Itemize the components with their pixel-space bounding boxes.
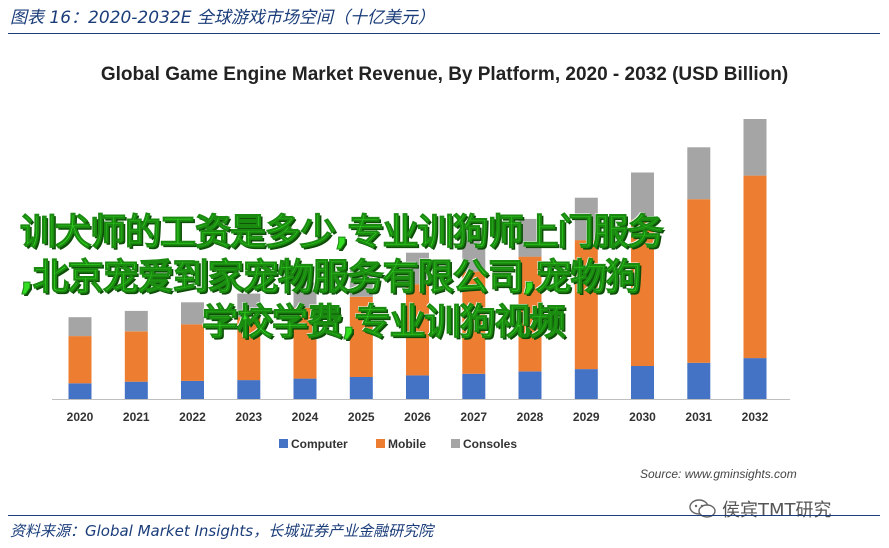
x-tick-label-2020: 2020 <box>67 410 94 424</box>
x-tick-label-2031: 2031 <box>685 410 712 424</box>
bar-mobile-2021 <box>124 331 148 382</box>
x-tick-label-2028: 2028 <box>517 410 544 424</box>
x-tick-label-2024: 2024 <box>292 410 319 424</box>
legend-swatch-consoles <box>451 439 460 448</box>
bar-computer-2029 <box>574 369 598 399</box>
footer-rule <box>8 515 880 516</box>
bar-computer-2032 <box>743 358 767 399</box>
legend-label-mobile: Mobile <box>388 437 426 451</box>
bar-consoles-2028 <box>518 218 542 257</box>
bar-mobile-2025 <box>349 296 373 377</box>
bar-computer-2024 <box>293 378 317 399</box>
bar-consoles-2032 <box>743 119 767 176</box>
watermark-text: 侯宾TMT研究 <box>722 500 832 521</box>
legend-label-consoles: Consoles <box>463 437 517 451</box>
legend-swatch-mobile <box>376 439 385 448</box>
chart-source: Source: www.gminsights.com <box>640 467 797 481</box>
bar-consoles-2029 <box>574 197 598 241</box>
bar-computer-2022 <box>181 380 204 399</box>
source-footer: 资料来源：Global Market Insights，长城证券产业金融研究院 <box>10 522 434 540</box>
bar-consoles-2030 <box>631 172 654 220</box>
bar-mobile-2026 <box>406 284 429 376</box>
bar-computer-2030 <box>631 366 654 399</box>
bar-consoles-2024 <box>293 282 317 308</box>
bar-mobile-2032 <box>743 175 767 359</box>
bar-mobile-2020 <box>68 336 92 384</box>
overlay-line-1: 训犬师的工资是多少,专业训狗师上门服务 <box>20 212 665 254</box>
bar-mobile-2023 <box>237 317 261 381</box>
bar-consoles-2027 <box>462 237 486 272</box>
bar-consoles-2022 <box>181 302 204 325</box>
bar-consoles-2031 <box>687 147 711 200</box>
watermark: 侯宾TMT研究 <box>684 496 836 522</box>
x-tick-label-2027: 2027 <box>460 410 487 424</box>
bar-computer-2023 <box>237 380 261 399</box>
x-tick-label-2026: 2026 <box>404 410 431 424</box>
bar-mobile-2030 <box>631 219 654 366</box>
bar-consoles-2020 <box>68 317 92 337</box>
overlay-text: 训犬师的工资是多少,专业训狗师上门服务 ,北京宠爱到家宠物服务有限公司,宠物狗 … <box>20 210 870 345</box>
bar-computer-2028 <box>518 371 542 399</box>
bar-consoles-2025 <box>349 268 373 297</box>
bar-mobile-2028 <box>518 256 542 372</box>
x-tick-label-2025: 2025 <box>348 410 375 424</box>
figure-header: 图表 16：2020-2032E 全球游戏市场空间（十亿美元） <box>10 8 435 28</box>
x-tick-label-2030: 2030 <box>629 410 656 424</box>
bar-consoles-2026 <box>406 252 429 285</box>
bar-mobile-2022 <box>181 324 204 381</box>
bar-computer-2026 <box>406 375 429 399</box>
overlay-line-2: ,北京宠爱到家宠物服务有限公司,宠物狗 <box>20 257 642 299</box>
x-tick-label-2032: 2032 <box>742 410 769 424</box>
bar-computer-2025 <box>349 377 373 399</box>
bar-consoles-2023 <box>237 293 261 318</box>
chart-title: Global Game Engine Market Revenue, By Pl… <box>100 64 789 85</box>
legend-swatch-computer <box>279 439 288 448</box>
x-tick-label-2023: 2023 <box>235 410 262 424</box>
bar-mobile-2024 <box>293 307 317 379</box>
bar-consoles-2021 <box>124 310 148 332</box>
wechat-icon <box>689 499 716 518</box>
header-rule <box>8 33 880 34</box>
x-tick-label-2021: 2021 <box>123 410 150 424</box>
bar-mobile-2027 <box>462 271 486 374</box>
bar-computer-2021 <box>124 381 148 399</box>
bar-computer-2031 <box>687 362 711 399</box>
bar-mobile-2031 <box>687 199 711 363</box>
x-tick-label-2022: 2022 <box>179 410 206 424</box>
bar-mobile-2029 <box>574 240 598 370</box>
bar-computer-2020 <box>68 383 92 399</box>
bar-computer-2027 <box>462 373 486 399</box>
x-tick-label-2029: 2029 <box>573 410 600 424</box>
overlay-line-3: 学校学费,专业训狗视频 <box>202 302 567 344</box>
legend-label-computer: Computer <box>291 437 348 451</box>
